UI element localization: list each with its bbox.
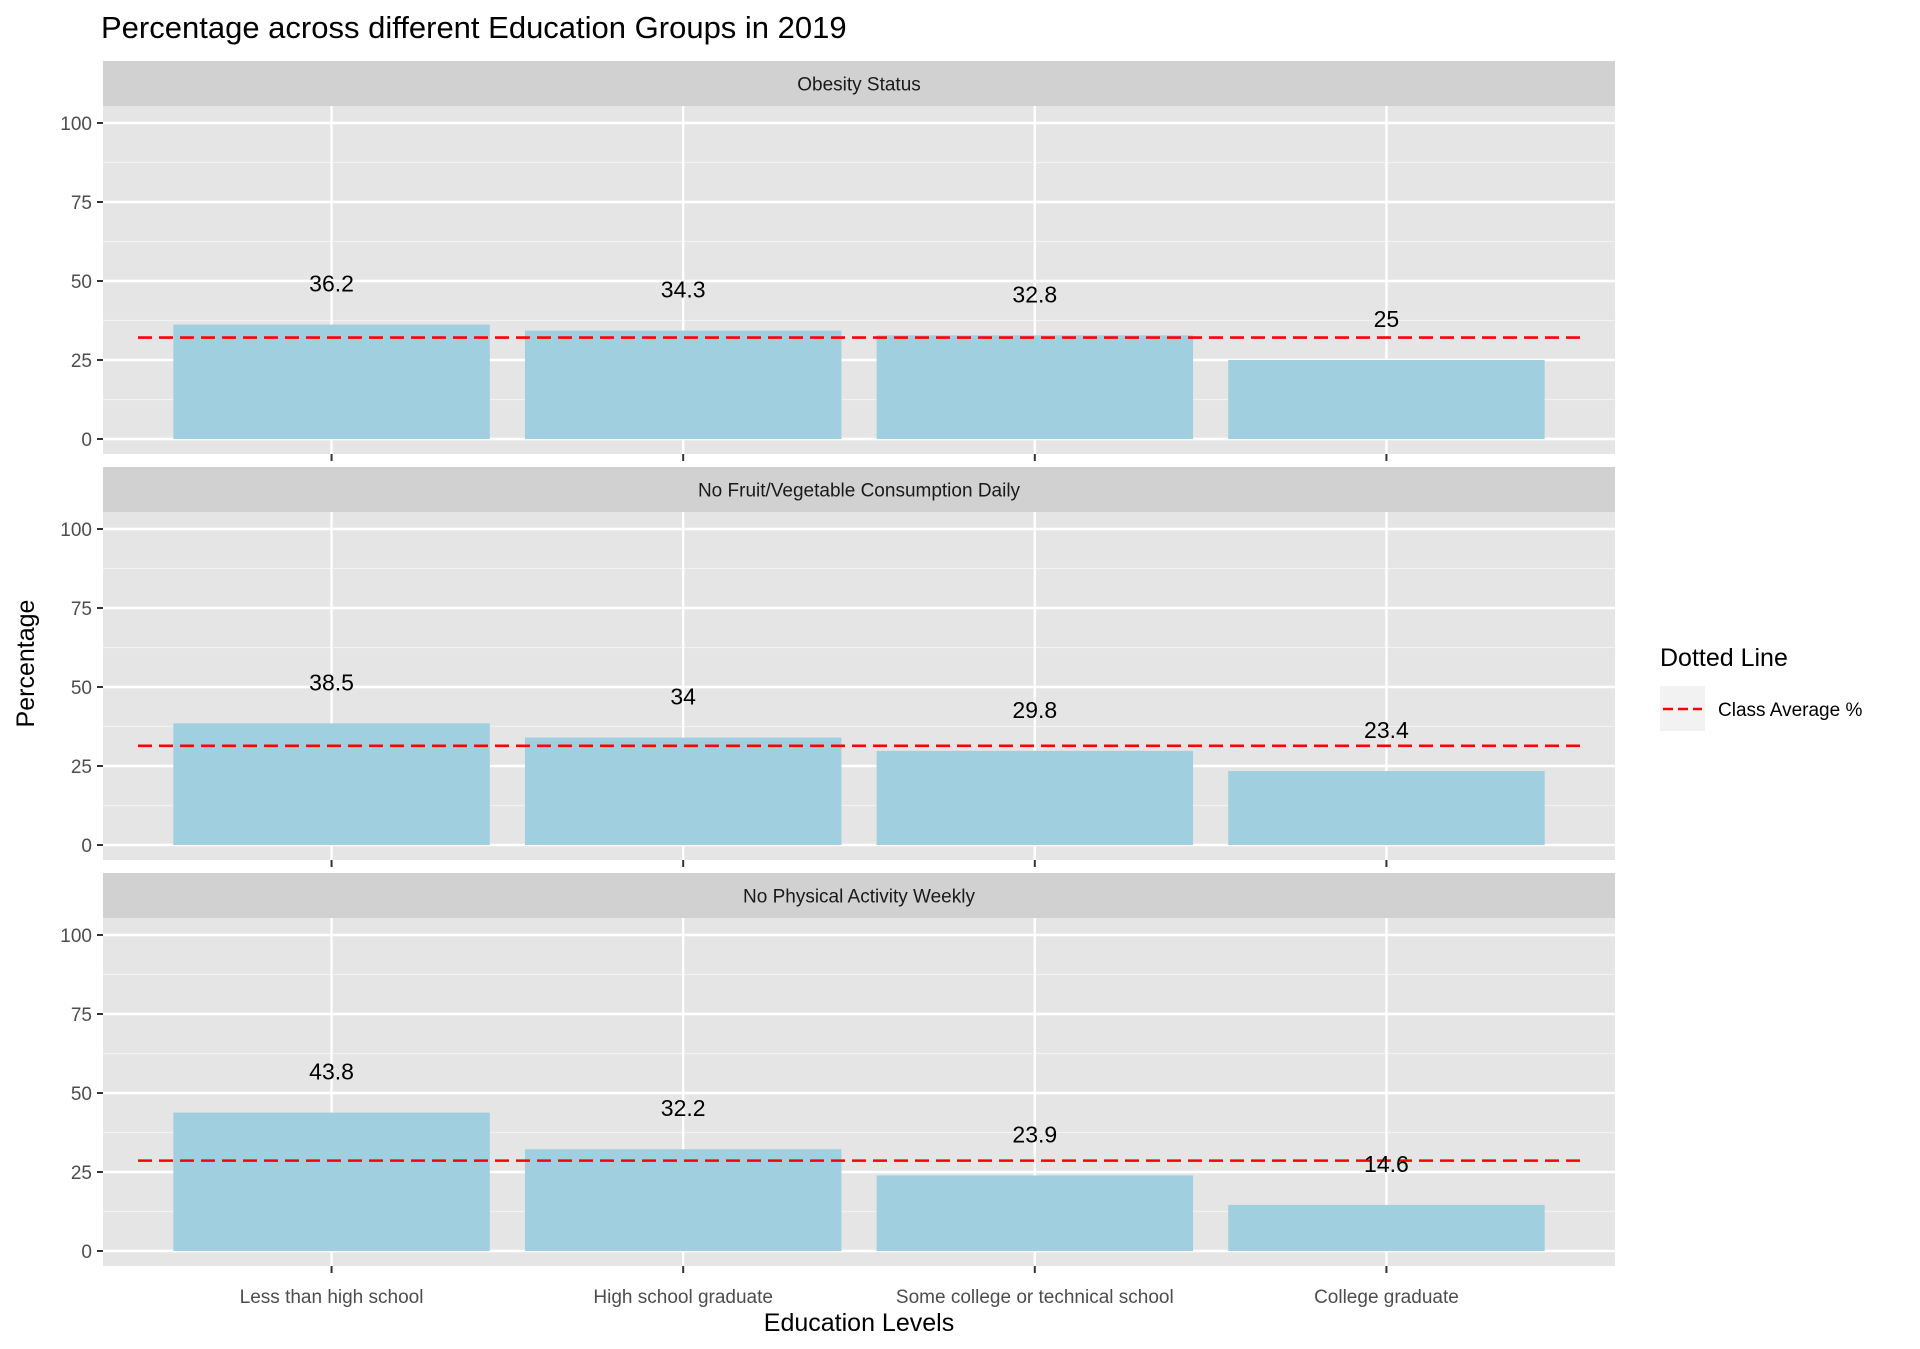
y-tick-label: 50 [71,1084,92,1105]
y-tick-label: 75 [71,1005,92,1026]
bar [1228,771,1545,845]
bar [524,1149,842,1251]
facet-strip [103,467,1615,512]
y-tick-label: 25 [71,1163,92,1184]
bar [1228,1204,1545,1251]
y-tick-label: 0 [81,430,92,451]
bar [173,723,490,845]
y-tick-label: 100 [60,926,92,947]
facet-panel: No Fruit/Vegetable Consumption Daily 0 25 5… [60,467,1615,867]
bar-value-label: 23.4 [1364,717,1409,743]
bar [173,324,490,439]
bar-value-label: 29.8 [1012,697,1057,723]
x-axis-label: Education Levels [764,1309,954,1337]
legend-title: Dotted Line [1660,644,1788,672]
bar [173,1112,490,1251]
facet-strip [103,873,1615,918]
legend-entry-label: Class Average % [1718,700,1862,721]
bar-value-label: 32.8 [1012,281,1057,307]
bar-value-label: 34.3 [661,277,706,303]
bar [876,335,1194,439]
y-tick-label: 50 [71,678,92,699]
y-tick-label: 25 [71,757,92,778]
y-tick-label: 75 [71,193,92,214]
bar-value-label: 32.2 [661,1095,706,1121]
bar-value-label: 23.9 [1012,1121,1057,1147]
bar-value-label: 43.8 [309,1059,354,1085]
y-tick-label: 100 [60,520,92,541]
bar [524,330,842,439]
facet-panel: No Physical Activity Weekly 0 25 50 75 100 43.… [60,873,1615,1273]
x-tick-label: Less than high school [240,1287,424,1308]
y-tick-label: 25 [71,351,92,372]
facet-strip-label: No Physical Activity Weekly [743,887,975,908]
x-tick-label: High school graduate [593,1287,773,1308]
bar [876,750,1194,845]
bar-value-label: 34 [670,684,696,710]
bar [876,1175,1194,1251]
y-tick-label: 75 [71,599,92,620]
y-tick-label: 100 [60,114,92,135]
x-tick-label: Some college or technical school [896,1287,1174,1308]
y-tick-label: 50 [71,272,92,293]
bar [524,737,842,845]
facet-strip-label: Obesity Status [797,75,921,96]
bar-value-label: 14.6 [1364,1151,1409,1177]
bar-value-label: 25 [1374,306,1400,332]
facet-strip-label: No Fruit/Vegetable Consumption Daily [698,481,1021,502]
bar-value-label: 36.2 [309,271,354,297]
y-axis-label: Percentage [12,600,40,728]
bar [1228,360,1545,439]
facet-strip [103,61,1615,106]
chart-title: Percentage across different Education Gr… [101,10,847,45]
y-tick-label: 0 [81,836,92,857]
x-tick-label: College graduate [1314,1287,1459,1308]
bar-value-label: 38.5 [309,669,354,695]
y-tick-label: 0 [81,1242,92,1263]
legend: Dotted Line Class Average % [1660,644,1862,731]
facet-panel: Obesity Status 0 25 50 75 100 36.2 34.3 32.8 25 [60,61,1615,461]
